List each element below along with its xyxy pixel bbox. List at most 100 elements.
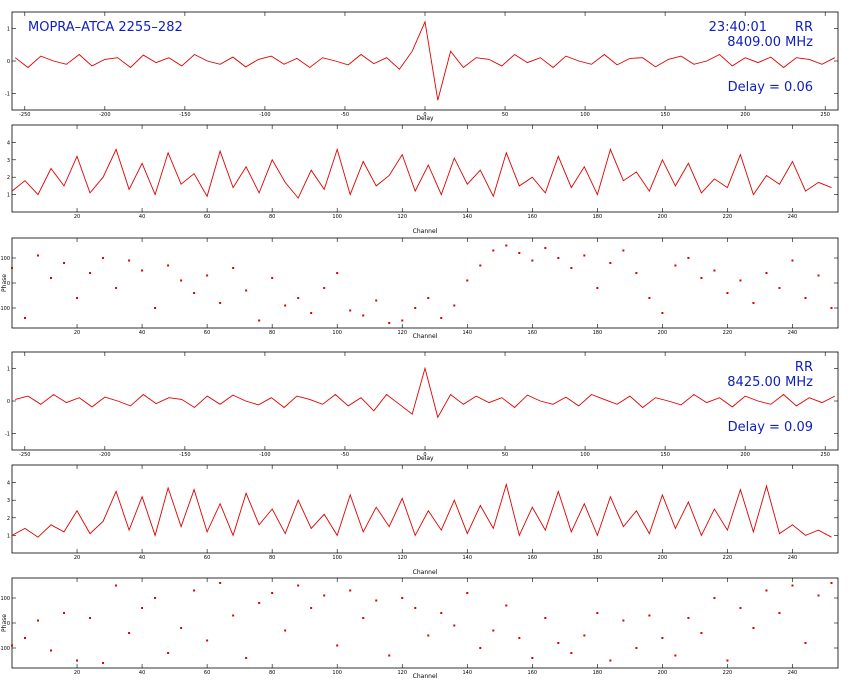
x-tick-label: 100 bbox=[332, 214, 342, 220]
x-tick-label: 20 bbox=[74, 670, 80, 676]
data-point bbox=[11, 267, 13, 269]
y-tick-label: 4 bbox=[7, 481, 10, 487]
x-tick-label: 180 bbox=[593, 330, 603, 336]
x-tick-label: 150 bbox=[660, 452, 670, 458]
data-point bbox=[557, 642, 560, 644]
x-tick-label: 240 bbox=[788, 330, 798, 336]
data-point bbox=[284, 629, 287, 632]
annotation: RR bbox=[795, 20, 813, 35]
y-tick-label: 100 bbox=[0, 256, 10, 262]
data-line bbox=[11, 482, 832, 538]
data-point bbox=[102, 662, 105, 664]
x-tick-label: 180 bbox=[593, 214, 603, 220]
data-point bbox=[830, 307, 833, 309]
x-tick-label: -200 bbox=[99, 452, 110, 458]
y-tick-label: -1 bbox=[5, 432, 10, 438]
data-point bbox=[570, 267, 573, 269]
data-point bbox=[362, 314, 365, 317]
data-point bbox=[323, 287, 326, 289]
data-point bbox=[674, 654, 677, 657]
x-tick-label: 140 bbox=[463, 330, 473, 336]
y-tick-label: 3 bbox=[7, 498, 10, 504]
x-tick-label: 80 bbox=[269, 555, 275, 561]
x-tick-label: 140 bbox=[463, 670, 473, 676]
data-point bbox=[765, 589, 768, 592]
y-tick-label: -100 bbox=[0, 306, 10, 312]
data-point bbox=[518, 637, 521, 639]
x-tick-label: -150 bbox=[179, 452, 190, 458]
data-point bbox=[375, 599, 378, 602]
x-tick-label: 40 bbox=[139, 670, 145, 676]
x-tick-label: 80 bbox=[269, 214, 275, 220]
x-tick-label: 100 bbox=[580, 112, 590, 118]
data-point bbox=[453, 304, 456, 307]
data-point bbox=[726, 659, 729, 662]
data-point bbox=[752, 302, 755, 304]
data-point bbox=[739, 607, 742, 609]
x-tick-label: 100 bbox=[332, 670, 342, 676]
x-tick-label: -50 bbox=[341, 452, 349, 458]
x-tick-label: 180 bbox=[593, 670, 603, 676]
data-point bbox=[336, 272, 339, 274]
x-tick-label: 100 bbox=[332, 555, 342, 561]
data-point bbox=[141, 269, 144, 272]
data-point bbox=[167, 264, 170, 267]
data-point bbox=[37, 254, 40, 257]
x-tick-label: -200 bbox=[99, 112, 110, 118]
data-point bbox=[362, 617, 365, 619]
data-point bbox=[206, 639, 209, 642]
data-point bbox=[544, 617, 547, 619]
x-tick-label: 240 bbox=[788, 555, 798, 561]
x-tick-label: 160 bbox=[528, 214, 538, 220]
data-point bbox=[89, 272, 92, 274]
data-point bbox=[570, 652, 573, 654]
data-point bbox=[479, 647, 482, 649]
data-line bbox=[15, 366, 836, 419]
x-tick-label: -150 bbox=[179, 112, 190, 118]
y-tick-label: 0 bbox=[7, 621, 10, 627]
annotation: MOPRA–ATCA 2255–282 bbox=[28, 20, 183, 35]
data-point bbox=[648, 297, 651, 299]
data-point bbox=[648, 614, 651, 617]
x-axis-label: Channel bbox=[413, 333, 438, 340]
data-point bbox=[531, 657, 534, 659]
data-point bbox=[297, 297, 300, 299]
data-point bbox=[414, 307, 417, 309]
data-point bbox=[115, 287, 118, 289]
data-point bbox=[739, 279, 742, 282]
x-tick-label: 20 bbox=[74, 555, 80, 561]
data-point bbox=[466, 592, 469, 594]
data-point bbox=[102, 257, 105, 259]
x-tick-label: 20 bbox=[74, 214, 80, 220]
y-tick-label: 1 bbox=[7, 193, 10, 199]
annotation: Delay = 0.09 bbox=[728, 420, 813, 435]
data-point bbox=[271, 592, 274, 594]
data-point bbox=[479, 264, 482, 267]
x-tick-label: 40 bbox=[139, 555, 145, 561]
data-point bbox=[388, 322, 391, 324]
data-point bbox=[24, 637, 27, 639]
data-point bbox=[726, 292, 729, 294]
data-point bbox=[635, 647, 638, 649]
x-tick-label: 120 bbox=[397, 214, 407, 220]
x-tick-label: 60 bbox=[204, 330, 210, 336]
data-point bbox=[63, 262, 66, 264]
y-tick-label: 3 bbox=[7, 158, 10, 164]
data-line bbox=[11, 147, 832, 199]
x-tick-label: 100 bbox=[580, 452, 590, 458]
data-point bbox=[232, 267, 235, 269]
data-point bbox=[427, 297, 430, 299]
data-point bbox=[778, 612, 781, 614]
data-point bbox=[583, 254, 586, 257]
y-tick-label: 0 bbox=[7, 281, 10, 287]
y-tick-label: 0 bbox=[7, 399, 10, 405]
data-point bbox=[141, 607, 144, 609]
data-point bbox=[791, 259, 794, 262]
x-tick-label: 60 bbox=[204, 214, 210, 220]
data-point bbox=[427, 634, 430, 637]
data-point bbox=[531, 259, 534, 262]
data-point bbox=[466, 279, 469, 282]
data-point bbox=[349, 589, 352, 592]
data-point bbox=[687, 617, 690, 619]
x-tick-label: -50 bbox=[341, 112, 349, 118]
